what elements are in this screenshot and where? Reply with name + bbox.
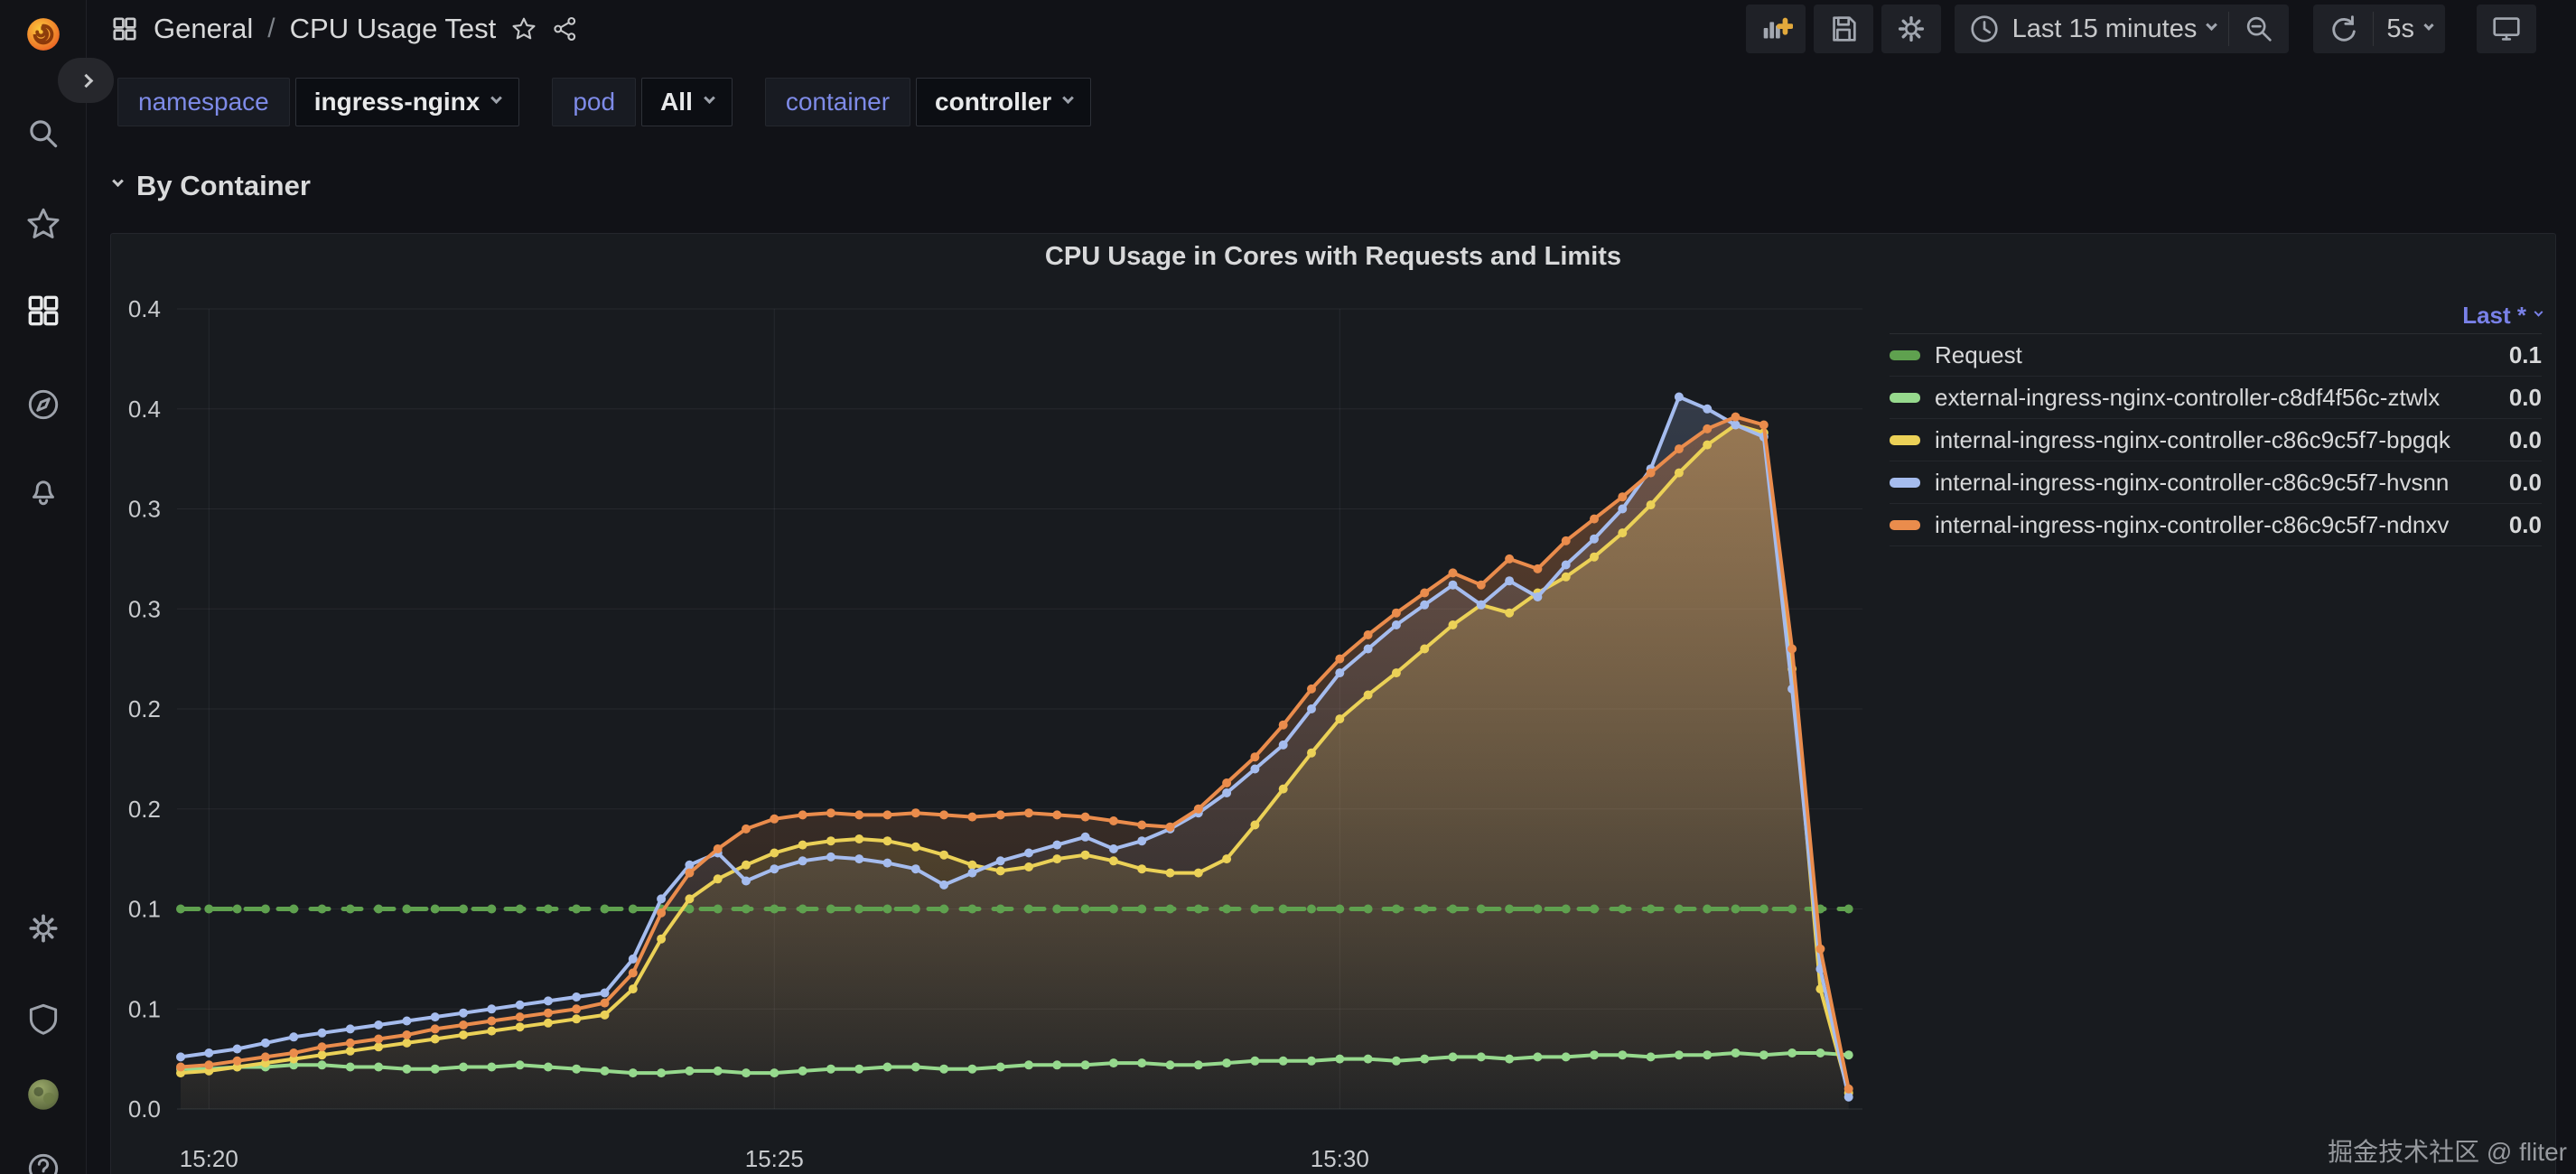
chevron-down-icon <box>1062 91 1075 104</box>
search-icon[interactable] <box>20 110 67 157</box>
svg-text:15:25: 15:25 <box>745 1145 804 1172</box>
series-color-swatch[interactable] <box>1890 519 1920 530</box>
series-last-value: 0.0 <box>2508 425 2542 453</box>
sidebar <box>0 0 87 1174</box>
svg-text:0.4: 0.4 <box>128 396 161 423</box>
svg-text:0.3: 0.3 <box>128 496 161 523</box>
series-last-value: 0.0 <box>2508 510 2542 538</box>
dashboards-icon[interactable] <box>20 287 67 334</box>
legend-row: internal-ingress-nginx-controller-c86c9c… <box>1890 461 2542 504</box>
variable-container-value[interactable]: controller <box>916 78 1092 126</box>
watermark: 掘金技术社区 @ fliter <box>2328 1138 2567 1166</box>
variable-container-label[interactable]: container <box>764 78 911 126</box>
apps-grid-icon <box>110 14 139 43</box>
variable-namespace: namespace ingress-nginx <box>117 78 520 126</box>
series-label[interactable]: Request <box>1935 340 2022 368</box>
explore-compass-icon[interactable] <box>20 381 67 428</box>
svg-text:0.2: 0.2 <box>128 796 161 823</box>
series-last-value: 0.0 <box>2508 383 2542 411</box>
time-range-picker[interactable]: Last 15 minutes <box>1955 5 2229 53</box>
panel-title[interactable]: CPU Usage in Cores with Requests and Lim… <box>1044 242 1622 271</box>
svg-text:0.1: 0.1 <box>128 896 161 923</box>
monitor-icon[interactable] <box>2477 5 2536 53</box>
variable-pod: pod All <box>552 78 733 126</box>
breadcrumb-separator: / <box>267 14 275 43</box>
svg-text:15:30: 15:30 <box>1311 1145 1369 1172</box>
legend-sort-header[interactable]: Last * <box>1890 298 2543 334</box>
series-last-value: 0.1 <box>2508 340 2542 368</box>
server-admin-shield-icon[interactable] <box>20 995 67 1042</box>
page-title[interactable]: CPU Usage Test <box>289 13 497 44</box>
configuration-gear-icon[interactable] <box>20 905 67 952</box>
legend-row: internal-ingress-nginx-controller-c86c9c… <box>1890 419 2542 461</box>
variable-pod-value[interactable]: All <box>641 78 733 126</box>
svg-text:0.3: 0.3 <box>128 595 161 622</box>
svg-text:0.1: 0.1 <box>128 995 161 1022</box>
template-variables: namespace ingress-nginx pod All containe… <box>117 78 1092 126</box>
svg-text:15:20: 15:20 <box>180 1145 238 1172</box>
svg-text:0.4: 0.4 <box>128 295 161 322</box>
svg-text:0.2: 0.2 <box>128 695 161 722</box>
refresh-interval-label: 5s <box>2386 14 2414 43</box>
refresh-interval-picker[interactable]: 5s <box>2374 5 2445 53</box>
variable-container: container controller <box>764 78 1092 126</box>
variable-namespace-value[interactable]: ingress-nginx <box>294 78 520 126</box>
legend-row: internal-ingress-nginx-controller-c86c9c… <box>1890 504 2542 546</box>
series-color-swatch[interactable] <box>1890 349 1920 360</box>
row-title: By Container <box>136 170 311 201</box>
zoom-out-icon[interactable] <box>2229 5 2289 53</box>
sidebar-expand-icon[interactable] <box>58 58 114 103</box>
chevron-down-icon <box>112 174 124 187</box>
share-icon[interactable] <box>552 15 579 42</box>
user-avatar[interactable] <box>20 1071 67 1118</box>
legend-row: external-ingress-nginx-controller-c8df4f… <box>1890 377 2542 419</box>
starred-icon[interactable] <box>20 200 67 247</box>
star-dashboard-icon[interactable] <box>510 15 537 42</box>
series-label[interactable]: internal-ingress-nginx-controller-c86c9c… <box>1935 468 2450 496</box>
series-label[interactable]: external-ingress-nginx-controller-c8df4f… <box>1935 383 2441 411</box>
alerting-bell-icon[interactable] <box>20 466 67 513</box>
chart-legend: Last * Request 0.1 external-ingress-ngin… <box>1890 298 2543 546</box>
svg-text:0.0: 0.0 <box>128 1095 161 1123</box>
breadcrumb-section[interactable]: General <box>154 13 254 44</box>
dashboard-settings-icon[interactable] <box>1881 5 1941 53</box>
add-panel-icon[interactable] <box>1745 5 1806 53</box>
series-label[interactable]: internal-ingress-nginx-controller-c86c9c… <box>1935 510 2450 538</box>
breadcrumb: General / CPU Usage Test <box>110 9 579 49</box>
variable-pod-label[interactable]: pod <box>552 78 637 126</box>
time-range-label: Last 15 minutes <box>2011 14 2198 43</box>
clock-icon <box>1967 12 2002 46</box>
variable-namespace-label[interactable]: namespace <box>117 78 290 126</box>
chevron-down-icon <box>703 91 715 104</box>
row-by-container[interactable]: By Container <box>112 170 311 202</box>
series-label[interactable]: internal-ingress-nginx-controller-c86c9c… <box>1935 425 2450 453</box>
grafana-logo-icon[interactable] <box>20 11 67 58</box>
series-color-swatch[interactable] <box>1890 434 1920 445</box>
chevron-down-icon <box>490 91 503 104</box>
series-last-value: 0.0 <box>2508 468 2542 496</box>
refresh-icon[interactable] <box>2313 5 2373 53</box>
dashboard-toolbar: Last 15 minutes 5s <box>1745 5 2536 53</box>
series-color-swatch[interactable] <box>1890 392 1920 403</box>
series-color-swatch[interactable] <box>1890 477 1920 488</box>
save-dashboard-icon[interactable] <box>1813 5 1873 53</box>
legend-row: Request 0.1 <box>1890 334 2542 377</box>
help-icon[interactable] <box>20 1145 67 1174</box>
